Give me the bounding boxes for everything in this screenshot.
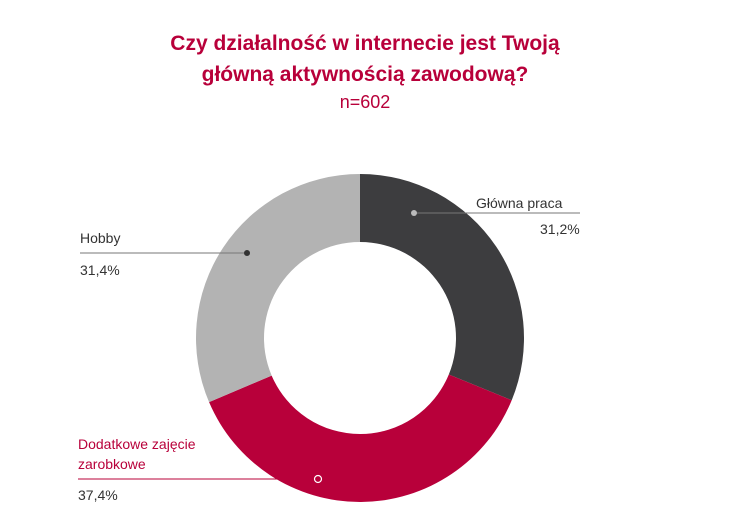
leader-lines (78, 210, 580, 484)
leader-dot-0 (411, 210, 417, 216)
slice-value-hobby: 31,4% (80, 262, 120, 278)
chart-title-line-2: główną aktywnością zawodową? (201, 63, 529, 86)
slice-label-dodatkowe-line-1: Dodatkowe zajęcie (78, 436, 196, 452)
slice-value-dodatkowe: 37,4% (78, 487, 118, 503)
slice-label-glowna-praca: Główna praca (476, 195, 563, 211)
slice-label-hobby: Hobby (80, 230, 120, 246)
chart-title: Czy działalność w internecie jest Twoją … (0, 28, 730, 90)
chart-subtitle: n=602 (339, 92, 391, 112)
slice-label-dodatkowe-line-2: zarobkowe (78, 456, 146, 472)
leader-dot-2 (313, 474, 323, 484)
donut-slices (195, 174, 524, 502)
leader-dot-1 (244, 250, 250, 256)
slice-value-glowna-praca: 31,2% (540, 221, 580, 237)
donut-slice-0 (360, 174, 524, 401)
donut-slice-2 (195, 174, 360, 403)
chart-title-line-1: Czy działalność w internecie jest Twoją (170, 32, 560, 55)
donut-slice-1 (209, 374, 512, 502)
